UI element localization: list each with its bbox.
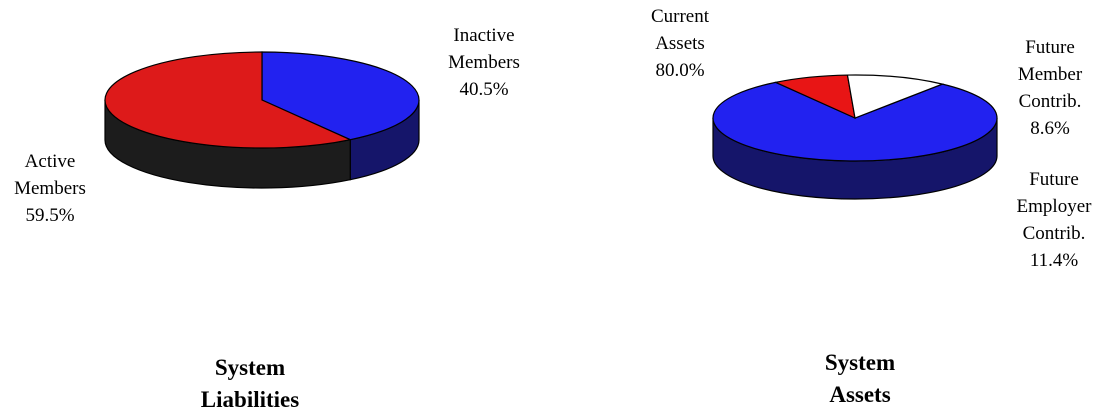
slice-label-inactive-members: Inactive Members 40.5%	[424, 22, 544, 103]
pie-slice-future-employer-contrib	[846, 74, 945, 119]
slice-label-future-member-contrib: Future Member Contrib. 8.6%	[1000, 34, 1100, 142]
pie-slice-inactive-members	[261, 51, 420, 141]
slice-value-active-members: 59.5%	[25, 205, 75, 226]
slice-value-future-employer-contrib: 11.4%	[1029, 250, 1079, 271]
slice-value-current-assets: 80.0%	[655, 60, 705, 81]
slice-value-inactive-members: 40.5%	[459, 79, 509, 100]
pie-slice-active-members	[104, 51, 353, 149]
slice-label-future-employer-contrib: Future Employer Contrib. 11.4%	[1004, 166, 1104, 274]
chart-title-system-assets: System Assets	[824, 350, 896, 407]
slice-label-active-members: Active Members 59.5%	[0, 148, 100, 229]
slice-value-future-member-contrib: 8.6%	[1030, 118, 1070, 139]
slice-label-current-assets: Current Assets 80.0%	[630, 3, 730, 84]
pie-slice-current-assets	[712, 81, 998, 162]
chart-title-system-liabilities: System Liabilities	[200, 355, 300, 412]
